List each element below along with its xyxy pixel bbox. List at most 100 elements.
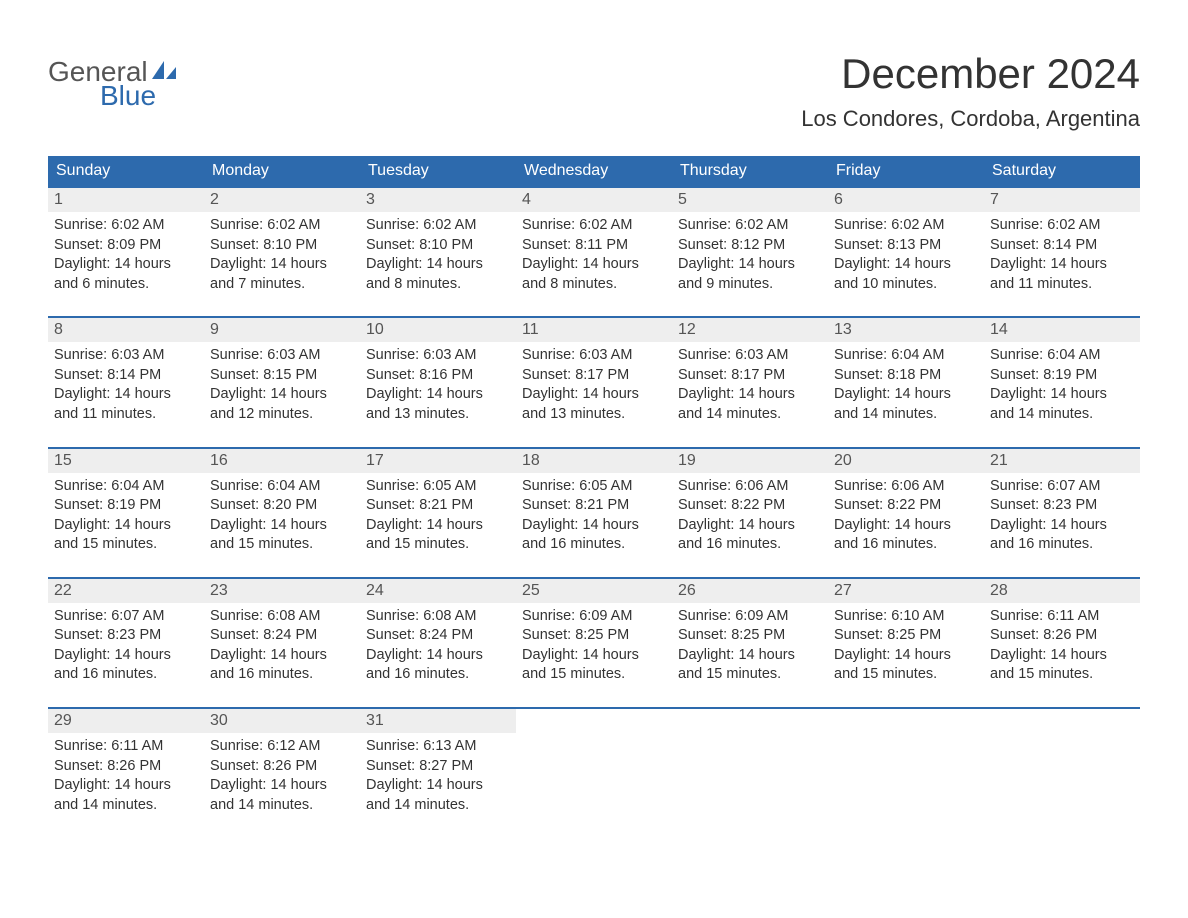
day-data: Sunrise: 6:13 AMSunset: 8:27 PMDaylight:… — [360, 733, 516, 821]
day-cell: 31Sunrise: 6:13 AMSunset: 8:27 PMDayligh… — [360, 709, 516, 821]
sunrise-line: Sunrise: 6:02 AM — [990, 216, 1134, 236]
daylight-line: Daylight: 14 hours and 15 minutes. — [54, 516, 198, 555]
sunrise-line: Sunrise: 6:02 AM — [210, 216, 354, 236]
day-cell: 26Sunrise: 6:09 AMSunset: 8:25 PMDayligh… — [672, 579, 828, 691]
day-cell — [984, 709, 1140, 821]
day-cell: 27Sunrise: 6:10 AMSunset: 8:25 PMDayligh… — [828, 579, 984, 691]
day-cell: 5Sunrise: 6:02 AMSunset: 8:12 PMDaylight… — [672, 188, 828, 300]
day-data: Sunrise: 6:04 AMSunset: 8:19 PMDaylight:… — [48, 473, 204, 561]
sunrise-line: Sunrise: 6:11 AM — [990, 607, 1134, 627]
daylight-line: Daylight: 14 hours and 14 minutes. — [54, 776, 198, 815]
sunset-line: Sunset: 8:10 PM — [210, 236, 354, 256]
day-data: Sunrise: 6:06 AMSunset: 8:22 PMDaylight:… — [828, 473, 984, 561]
weekday-header-row: Sunday Monday Tuesday Wednesday Thursday… — [48, 156, 1140, 186]
day-cell: 14Sunrise: 6:04 AMSunset: 8:19 PMDayligh… — [984, 318, 1140, 430]
sunset-line: Sunset: 8:17 PM — [678, 366, 822, 386]
week-row: 29Sunrise: 6:11 AMSunset: 8:26 PMDayligh… — [48, 707, 1140, 821]
sunrise-line: Sunrise: 6:05 AM — [522, 477, 666, 497]
sunset-line: Sunset: 8:26 PM — [210, 757, 354, 777]
header: General Blue December 2024 Los Condores,… — [48, 50, 1140, 132]
day-data: Sunrise: 6:03 AMSunset: 8:16 PMDaylight:… — [360, 342, 516, 430]
day-cell: 21Sunrise: 6:07 AMSunset: 8:23 PMDayligh… — [984, 449, 1140, 561]
day-cell: 7Sunrise: 6:02 AMSunset: 8:14 PMDaylight… — [984, 188, 1140, 300]
logo: General Blue — [48, 50, 178, 110]
day-cell — [516, 709, 672, 821]
day-number: 17 — [360, 449, 516, 473]
day-cell — [828, 709, 984, 821]
sunset-line: Sunset: 8:21 PM — [366, 496, 510, 516]
sunset-line: Sunset: 8:25 PM — [522, 626, 666, 646]
daylight-line: Daylight: 14 hours and 13 minutes. — [366, 385, 510, 424]
day-data: Sunrise: 6:02 AMSunset: 8:09 PMDaylight:… — [48, 212, 204, 300]
sunrise-line: Sunrise: 6:06 AM — [834, 477, 978, 497]
sunrise-line: Sunrise: 6:03 AM — [522, 346, 666, 366]
day-cell: 11Sunrise: 6:03 AMSunset: 8:17 PMDayligh… — [516, 318, 672, 430]
day-number: 10 — [360, 318, 516, 342]
sunrise-line: Sunrise: 6:04 AM — [210, 477, 354, 497]
weekday-header: Wednesday — [516, 156, 672, 186]
weekday-header: Thursday — [672, 156, 828, 186]
calendar: Sunday Monday Tuesday Wednesday Thursday… — [48, 156, 1140, 821]
sunrise-line: Sunrise: 6:02 AM — [522, 216, 666, 236]
day-cell: 3Sunrise: 6:02 AMSunset: 8:10 PMDaylight… — [360, 188, 516, 300]
sunset-line: Sunset: 8:25 PM — [834, 626, 978, 646]
weekday-header: Sunday — [48, 156, 204, 186]
day-cell: 10Sunrise: 6:03 AMSunset: 8:16 PMDayligh… — [360, 318, 516, 430]
sunrise-line: Sunrise: 6:03 AM — [210, 346, 354, 366]
day-number: 11 — [516, 318, 672, 342]
day-number: 9 — [204, 318, 360, 342]
day-number: 1 — [48, 188, 204, 212]
sunrise-line: Sunrise: 6:09 AM — [522, 607, 666, 627]
day-data: Sunrise: 6:04 AMSunset: 8:18 PMDaylight:… — [828, 342, 984, 430]
daylight-line: Daylight: 14 hours and 8 minutes. — [366, 255, 510, 294]
sunrise-line: Sunrise: 6:04 AM — [990, 346, 1134, 366]
day-cell: 20Sunrise: 6:06 AMSunset: 8:22 PMDayligh… — [828, 449, 984, 561]
day-number: 15 — [48, 449, 204, 473]
day-number: 19 — [672, 449, 828, 473]
sunrise-line: Sunrise: 6:13 AM — [366, 737, 510, 757]
sunrise-line: Sunrise: 6:04 AM — [834, 346, 978, 366]
day-data: Sunrise: 6:02 AMSunset: 8:10 PMDaylight:… — [204, 212, 360, 300]
daylight-line: Daylight: 14 hours and 15 minutes. — [522, 646, 666, 685]
day-cell: 23Sunrise: 6:08 AMSunset: 8:24 PMDayligh… — [204, 579, 360, 691]
day-number: 25 — [516, 579, 672, 603]
sunrise-line: Sunrise: 6:05 AM — [366, 477, 510, 497]
day-data: Sunrise: 6:07 AMSunset: 8:23 PMDaylight:… — [48, 603, 204, 691]
day-data: Sunrise: 6:02 AMSunset: 8:13 PMDaylight:… — [828, 212, 984, 300]
weekday-header: Monday — [204, 156, 360, 186]
daylight-line: Daylight: 14 hours and 15 minutes. — [834, 646, 978, 685]
day-number: 22 — [48, 579, 204, 603]
day-data: Sunrise: 6:03 AMSunset: 8:15 PMDaylight:… — [204, 342, 360, 430]
day-number: 13 — [828, 318, 984, 342]
daylight-line: Daylight: 14 hours and 14 minutes. — [210, 776, 354, 815]
day-number: 4 — [516, 188, 672, 212]
day-number: 20 — [828, 449, 984, 473]
day-cell: 19Sunrise: 6:06 AMSunset: 8:22 PMDayligh… — [672, 449, 828, 561]
daylight-line: Daylight: 14 hours and 11 minutes. — [990, 255, 1134, 294]
sunset-line: Sunset: 8:22 PM — [678, 496, 822, 516]
day-number: 27 — [828, 579, 984, 603]
title-block: December 2024 Los Condores, Cordoba, Arg… — [801, 50, 1140, 132]
day-data: Sunrise: 6:08 AMSunset: 8:24 PMDaylight:… — [360, 603, 516, 691]
sunset-line: Sunset: 8:17 PM — [522, 366, 666, 386]
day-cell: 16Sunrise: 6:04 AMSunset: 8:20 PMDayligh… — [204, 449, 360, 561]
weekday-header: Saturday — [984, 156, 1140, 186]
daylight-line: Daylight: 14 hours and 11 minutes. — [54, 385, 198, 424]
daylight-line: Daylight: 14 hours and 16 minutes. — [990, 516, 1134, 555]
daylight-line: Daylight: 14 hours and 15 minutes. — [210, 516, 354, 555]
sunset-line: Sunset: 8:23 PM — [54, 626, 198, 646]
page-title: December 2024 — [801, 50, 1140, 98]
sunset-line: Sunset: 8:20 PM — [210, 496, 354, 516]
sunset-line: Sunset: 8:11 PM — [522, 236, 666, 256]
sunrise-line: Sunrise: 6:07 AM — [990, 477, 1134, 497]
day-cell: 29Sunrise: 6:11 AMSunset: 8:26 PMDayligh… — [48, 709, 204, 821]
daylight-line: Daylight: 14 hours and 13 minutes. — [522, 385, 666, 424]
daylight-line: Daylight: 14 hours and 14 minutes. — [834, 385, 978, 424]
day-number: 2 — [204, 188, 360, 212]
logo-text-blue: Blue — [100, 82, 178, 110]
daylight-line: Daylight: 14 hours and 8 minutes. — [522, 255, 666, 294]
sunset-line: Sunset: 8:25 PM — [678, 626, 822, 646]
sunrise-line: Sunrise: 6:09 AM — [678, 607, 822, 627]
day-data: Sunrise: 6:03 AMSunset: 8:17 PMDaylight:… — [516, 342, 672, 430]
sunrise-line: Sunrise: 6:08 AM — [210, 607, 354, 627]
